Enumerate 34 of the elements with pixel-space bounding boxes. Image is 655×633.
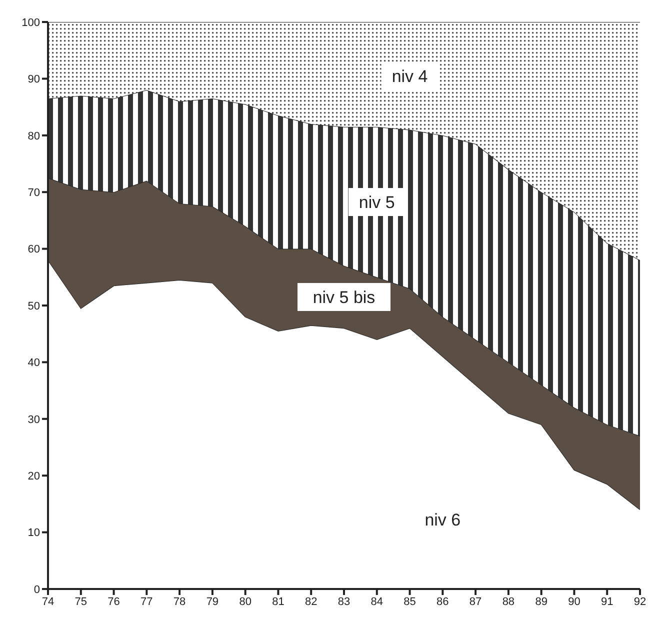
x-tick-label: 78 bbox=[173, 596, 186, 608]
x-tick-label: 85 bbox=[404, 596, 416, 608]
y-tick-label: 90 bbox=[28, 74, 40, 86]
x-tick-label: 75 bbox=[74, 596, 88, 608]
series-label: niv 5 bis bbox=[312, 288, 376, 307]
series-label: niv 6 bbox=[424, 510, 461, 530]
x-tick-label: 83 bbox=[338, 596, 350, 608]
x-tick-label: 82 bbox=[304, 596, 318, 608]
x-tick-label: 86 bbox=[436, 596, 449, 608]
y-tick-label: 50 bbox=[28, 300, 40, 312]
x-tick-label: 81 bbox=[272, 596, 284, 608]
x-tick-label: 80 bbox=[239, 596, 252, 608]
y-tick-label: 100 bbox=[22, 16, 40, 29]
x-tick-label: 76 bbox=[108, 596, 120, 608]
y-tick-label: 70 bbox=[28, 187, 40, 200]
x-tick-label: 84 bbox=[370, 596, 384, 608]
x-tick-label: 77 bbox=[140, 596, 153, 608]
x-tick-label: 90 bbox=[568, 596, 580, 608]
x-tick-label: 89 bbox=[535, 596, 548, 608]
x-tick-label: 91 bbox=[600, 596, 614, 608]
y-tick-label: 40 bbox=[28, 357, 40, 370]
y-tick-label: 30 bbox=[28, 414, 40, 426]
x-tick-label: 74 bbox=[42, 596, 54, 608]
x-tick-label: 88 bbox=[502, 596, 515, 608]
y-tick-label: 20 bbox=[28, 470, 40, 483]
series-label: niv 5 bbox=[358, 193, 395, 212]
y-tick-label: 10 bbox=[28, 527, 40, 540]
series-label: niv 4 bbox=[392, 66, 428, 86]
y-tick-label: 60 bbox=[28, 244, 40, 256]
x-tick-label: 87 bbox=[469, 596, 482, 608]
x-tick-label: 79 bbox=[206, 596, 219, 608]
x-tick-label: 92 bbox=[634, 596, 646, 608]
y-tick-label: 0 bbox=[34, 584, 40, 596]
y-tick-label: 80 bbox=[28, 130, 40, 142]
